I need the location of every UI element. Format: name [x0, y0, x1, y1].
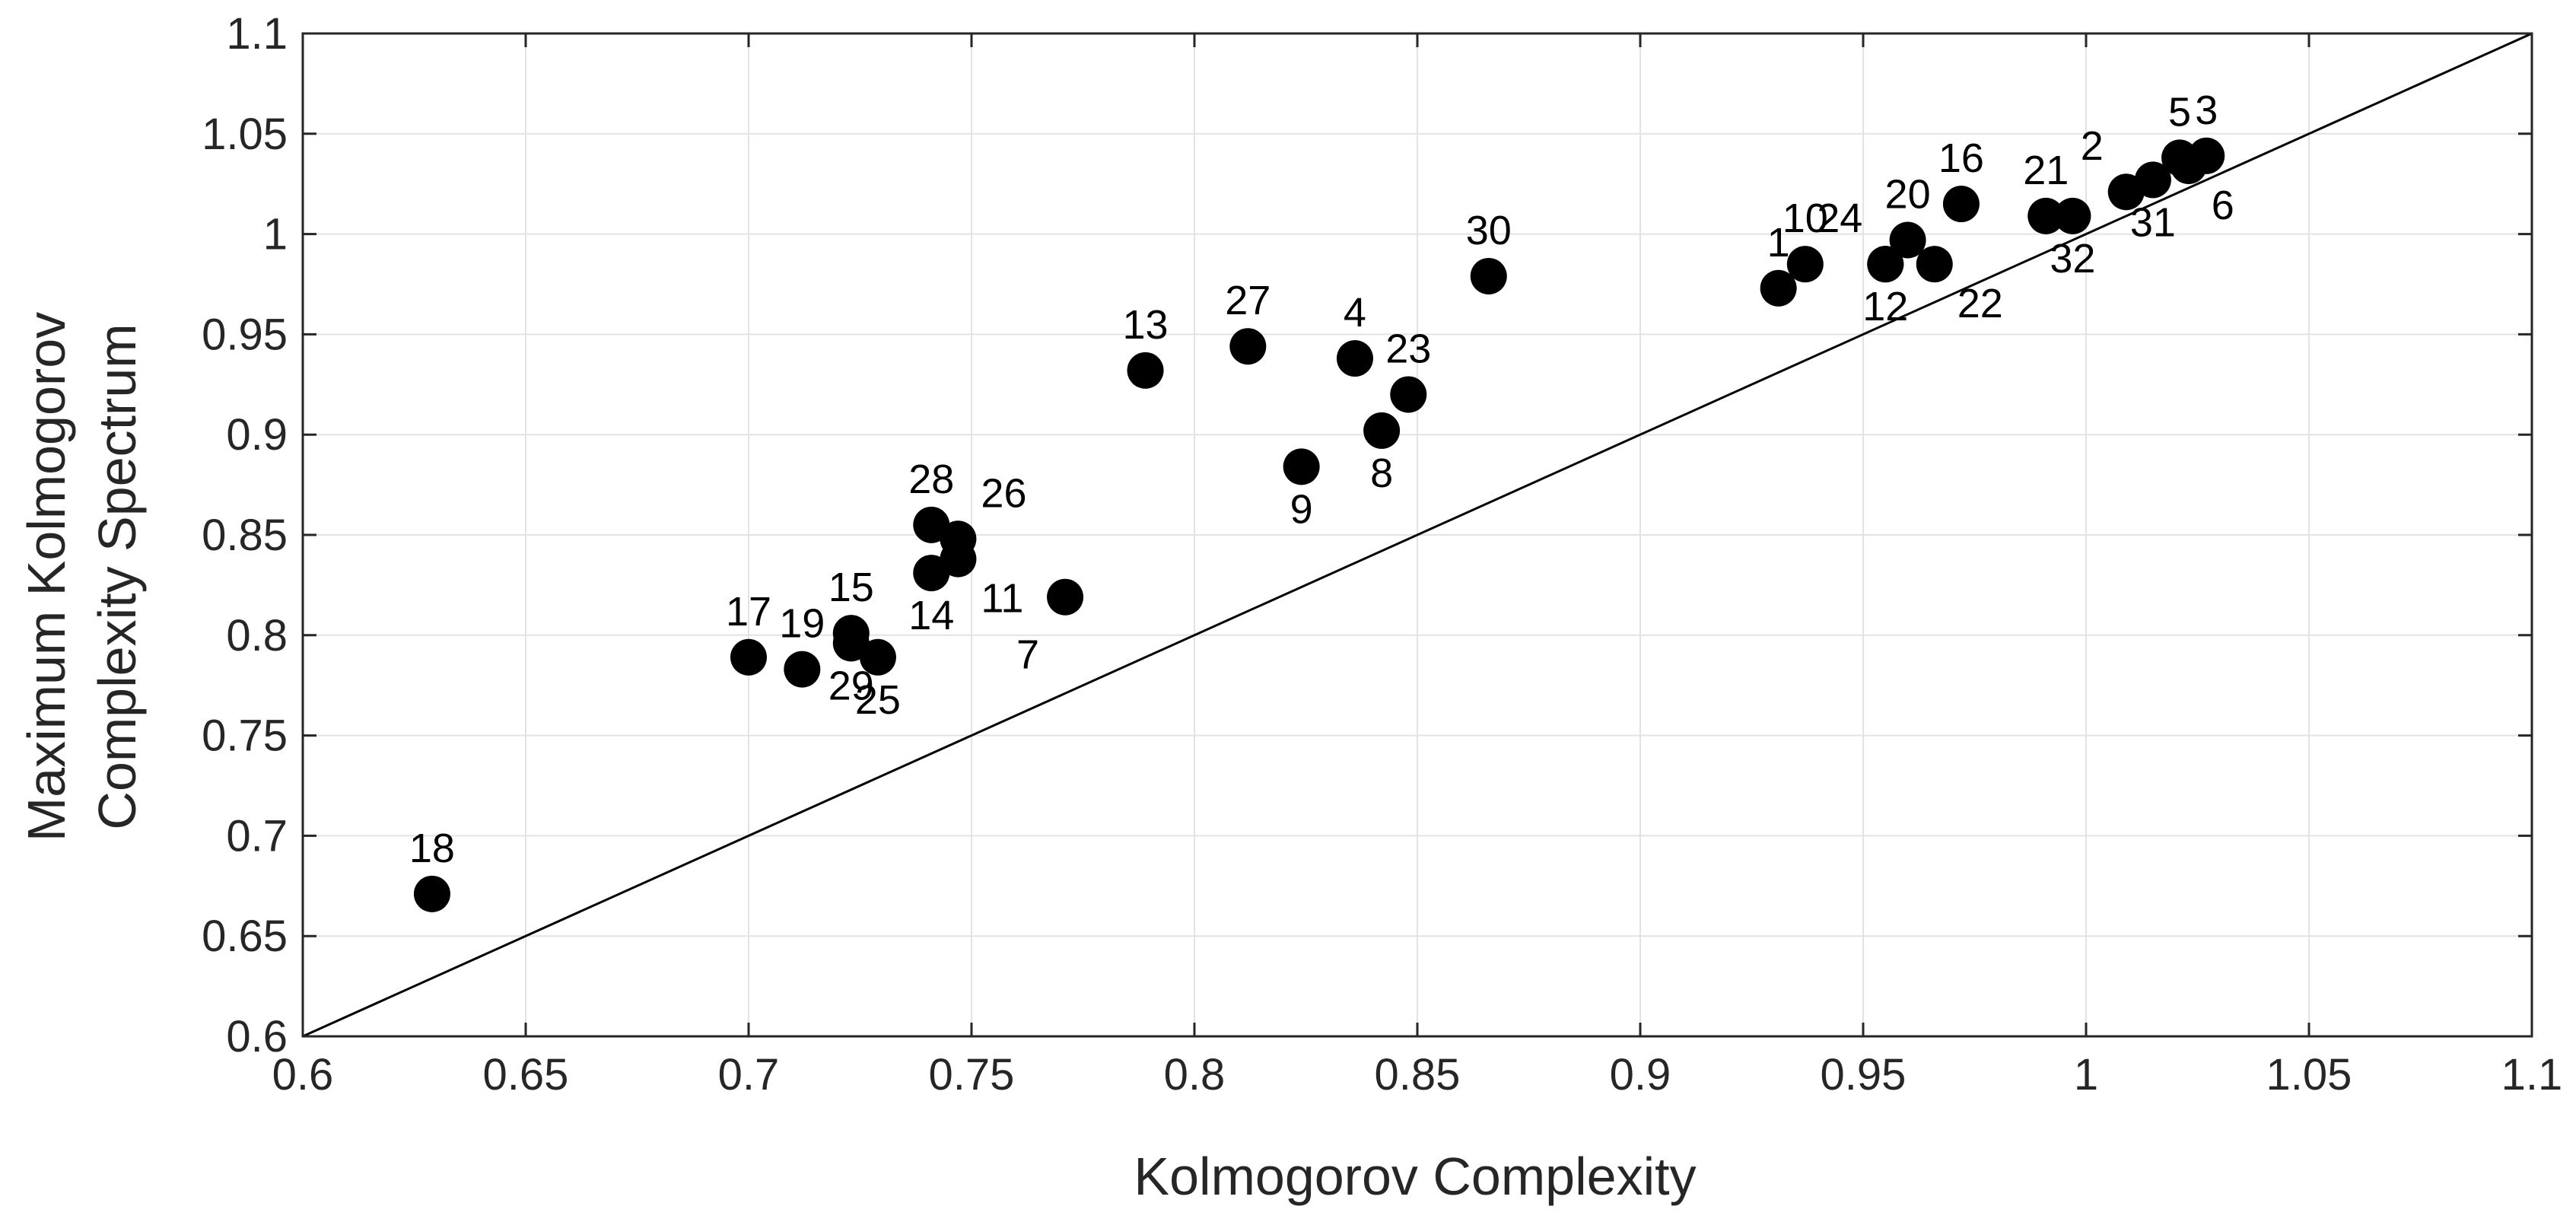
- data-point-label-13: 13: [1123, 302, 1169, 348]
- data-point-17: [730, 638, 767, 676]
- x-tick-label: 0.75: [929, 1050, 1015, 1099]
- data-point-14: [913, 555, 950, 592]
- data-point-25: [859, 638, 896, 676]
- x-tick-label: 1.05: [2266, 1050, 2352, 1099]
- data-point-label-22: 22: [1957, 281, 2003, 326]
- data-point-label-32: 32: [2050, 236, 2095, 282]
- y-tick-label: 1: [263, 210, 288, 259]
- data-point-9: [1283, 448, 1320, 485]
- data-point-label-7: 7: [1016, 632, 1039, 678]
- data-point-label-27: 27: [1225, 278, 1271, 323]
- y-tick-label: 0.95: [202, 310, 288, 359]
- data-point-label-20: 20: [1885, 172, 1931, 218]
- data-point-label-24: 24: [1817, 196, 1862, 241]
- data-point-28: [913, 506, 950, 543]
- data-point-label-19: 19: [779, 601, 825, 647]
- data-point-label-12: 12: [1862, 284, 1908, 329]
- data-point-label-3: 3: [2195, 88, 2218, 133]
- data-point-label-28: 28: [908, 457, 954, 502]
- y-tick-label: 0.65: [202, 912, 288, 961]
- data-point-18: [413, 875, 450, 912]
- data-point-20: [1889, 221, 1926, 259]
- x-tick-label: 0.6: [272, 1050, 334, 1099]
- data-point-16: [1942, 186, 1980, 223]
- data-point-23: [1390, 376, 1427, 413]
- data-point-27: [1229, 328, 1267, 365]
- data-point-21: [2027, 197, 2065, 234]
- y-tick-label: 1.1: [226, 9, 288, 59]
- data-point-19: [784, 651, 821, 688]
- y-tick-label: 0.8: [226, 611, 288, 660]
- data-point-label-10: 10: [1783, 196, 1828, 241]
- data-point-label-9: 9: [1290, 486, 1313, 532]
- reference-line-group: [302, 32, 2533, 1038]
- x-tick-label: 0.7: [718, 1050, 780, 1099]
- data-point-32: [2054, 197, 2091, 234]
- data-point-10: [1786, 246, 1824, 283]
- data-point-6: [2170, 147, 2207, 184]
- data-point-label-6: 6: [2212, 183, 2234, 228]
- y-tick-label: 0.7: [226, 811, 288, 861]
- x-axis-ticks: 0.6 0.65 0.7 0.75 0.8 0.85 0.9 0.95 1 1.05 1.1: [272, 33, 2563, 1099]
- data-point-4: [1336, 340, 1373, 377]
- data-point-31: [2134, 161, 2171, 199]
- data-point-29: [832, 625, 870, 662]
- data-point-label-29: 29: [828, 663, 874, 708]
- data-point-label-30: 30: [1466, 208, 1512, 253]
- data-point-label-16: 16: [1938, 135, 1984, 181]
- x-axis-label: Kolmogorov Complexity: [1134, 1147, 1696, 1206]
- data-point-label-14: 14: [908, 593, 954, 638]
- data-point-label-25: 25: [855, 677, 901, 723]
- y-tick-label: 1.05: [202, 110, 288, 159]
- x-tick-label: 0.85: [1375, 1050, 1461, 1099]
- data-point-label-21: 21: [2023, 148, 2069, 193]
- data-point-30: [1470, 257, 1507, 294]
- identity-reference-line: [302, 32, 2533, 1038]
- x-tick-label: 0.95: [1821, 1050, 1907, 1099]
- data-point-label-15: 15: [828, 565, 874, 610]
- data-point-22: [1916, 246, 1953, 283]
- data-point-label-2: 2: [2081, 123, 2104, 169]
- x-tick-label: 1: [2074, 1050, 2098, 1099]
- data-point-24: [1867, 246, 1904, 283]
- x-tick-label: 0.8: [1164, 1050, 1226, 1099]
- data-point-label-18: 18: [409, 826, 455, 871]
- x-tick-label: 0.9: [1610, 1050, 1671, 1099]
- y-tick-label: 0.9: [226, 410, 288, 460]
- data-point-label-31: 31: [2130, 199, 2176, 245]
- data-point-label-5: 5: [2168, 89, 2191, 135]
- data-point-label-23: 23: [1385, 326, 1431, 371]
- x-tick-label: 0.65: [483, 1050, 569, 1099]
- data-point-label-8: 8: [1370, 450, 1393, 496]
- data-point-label-11: 11: [981, 576, 1023, 622]
- data-point-label-4: 4: [1344, 290, 1366, 336]
- data-point-8: [1363, 412, 1401, 449]
- data-point-label-1: 1: [1767, 220, 1790, 266]
- data-point-label-26: 26: [981, 470, 1026, 516]
- data-point-1: [1760, 269, 1797, 307]
- data-points: [413, 137, 2225, 912]
- data-point-labels: 1234567891011121314151617181920212223242…: [409, 88, 2234, 871]
- data-point-label-17: 17: [726, 589, 771, 635]
- y-axis-ticks: 0.6 0.65 0.7 0.75 0.8 0.85 0.9 0.95 1 1.05 1.1: [202, 9, 2532, 1061]
- y-axis-label-line-2: Complexity Spectrum: [87, 323, 147, 829]
- data-point-7: [1047, 578, 1084, 616]
- y-tick-label: 0.85: [202, 511, 288, 560]
- y-axis-label-line-1: Maximum Kolmogorov: [17, 312, 76, 842]
- x-tick-label: 1.1: [2501, 1050, 2563, 1099]
- data-point-13: [1127, 352, 1164, 389]
- y-tick-label: 0.6: [226, 1012, 288, 1061]
- y-tick-label: 0.75: [202, 711, 288, 761]
- data-point-26: [940, 520, 977, 558]
